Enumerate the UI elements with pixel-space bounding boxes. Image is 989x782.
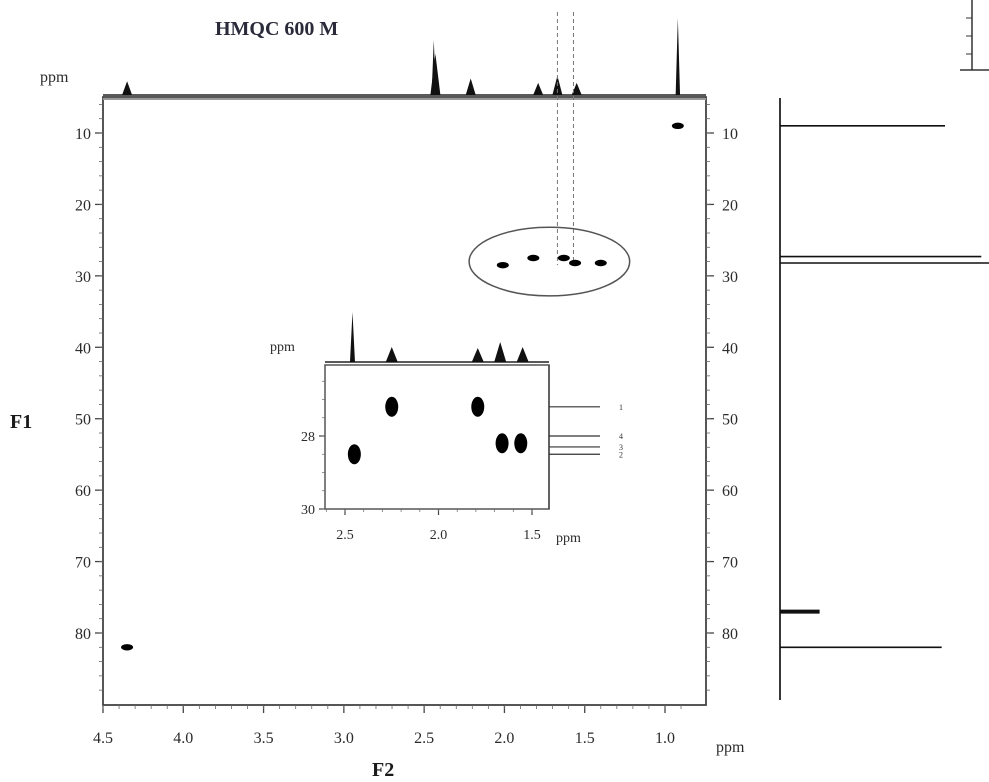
inset-top-peak [516,347,529,362]
inset-right-peak-label: 4 [619,432,623,441]
top-projection-ppm-label: ppm [40,69,69,86]
y-axis-ticks: 10 20 30 40 50 60 70 80 [75,104,103,691]
inset-x-tick-label: 1.5 [523,528,541,543]
x-tick-label: 1.5 [575,730,595,747]
inset-top-projection [325,312,549,363]
inset-x-unit: ppm [556,531,581,546]
inset-cross-peak [471,396,485,417]
top-projection-peak [465,78,476,95]
inset-ppm-label: ppm [270,340,295,355]
y-right-tick-label: 20 [722,197,738,214]
y-tick-label: 40 [75,340,91,357]
right-1d-projection [779,98,989,700]
cropped-axis-fragment [960,0,989,71]
inset-top-peak [471,348,484,362]
y-tick-label: 60 [75,483,91,500]
y-tick-label: 20 [75,197,91,214]
y-axis-ticks-right: 10 20 30 40 50 60 70 80 [706,104,738,691]
x-axis-title: F2 [372,759,394,781]
x-tick-label: 2.0 [494,730,514,747]
inset-top-peak [494,342,507,362]
y-right-tick-label: 80 [722,626,738,643]
inset-x-tick-label: 2.0 [430,528,448,543]
x-tick-label: 4.5 [93,730,113,747]
cross-peak [121,644,134,651]
top-projection-peak [571,82,582,95]
dashed-guide-lines [556,12,574,266]
cross-peak [671,122,684,130]
cross-peak [527,254,540,262]
highlight-ellipse [468,226,631,297]
inset-top-peak [349,312,355,362]
y-right-tick-label: 40 [722,340,738,357]
top-projection-peak [533,82,544,95]
inset-x-tick-label: 2.5 [336,528,354,543]
x-axis-unit: ppm [716,739,745,756]
inset-cross-peak [514,433,528,454]
cross-peaks [121,122,684,651]
inset-right-peak-label: 2 [619,450,623,459]
x-axis-ticks: 4.5 4.0 3.5 3.0 2.5 2.0 1.5 1.0 [93,705,682,747]
y-tick-label: 10 [75,126,91,143]
y-right-tick-label: 60 [722,483,738,500]
inset-right-peak-label: 3 [619,443,623,452]
inset-top-peak [385,347,398,362]
inset-x-ticks: 2.5 2.0 1.5 [325,509,541,543]
y-right-tick-label: 70 [722,555,738,572]
inset-zoom-plot: ppm ppm 2.5 2.0 1.5 28 30 1 4 32 [270,312,623,546]
y-axis-title: F1 [10,411,32,433]
y-right-tick-label: 10 [722,126,738,143]
inset-cross-peak [347,444,361,465]
inset-y-tick-label: 30 [301,503,315,518]
top-1d-projection [103,18,706,96]
inset-cross-peaks [347,396,528,465]
chart-title: HMQC 600 M [215,18,338,40]
x-tick-label: 3.0 [334,730,354,747]
inset-y-ticks: 28 30 [301,380,325,518]
top-projection-peak [430,53,441,95]
inset-y-tick-label: 28 [301,430,315,445]
inset-right-peak-label: 1 [619,403,623,412]
y-right-tick-label: 30 [722,269,738,286]
y-tick-label: 70 [75,555,91,572]
x-tick-label: 4.0 [173,730,193,747]
cross-peak [557,254,570,262]
plot-frame [102,96,707,706]
inset-cross-peak [385,396,399,417]
top-projection-peak [675,18,681,95]
cross-peak [569,259,582,267]
cross-peak [496,261,509,269]
y-right-tick-label: 50 [722,412,738,429]
top-projection-peak [122,81,133,95]
highlight-ellipse-shape [468,226,631,297]
x-tick-label: 3.5 [254,730,274,747]
x-tick-label: 1.0 [655,730,675,747]
inset-right-projection: 1 4 32 [548,365,623,509]
y-tick-label: 30 [75,269,91,286]
inset-frame [324,364,550,510]
cross-peak [594,259,607,267]
y-tick-label: 80 [75,626,91,643]
inset-cross-peak [495,433,509,454]
x-tick-label: 2.5 [414,730,434,747]
y-tick-label: 50 [75,412,91,429]
